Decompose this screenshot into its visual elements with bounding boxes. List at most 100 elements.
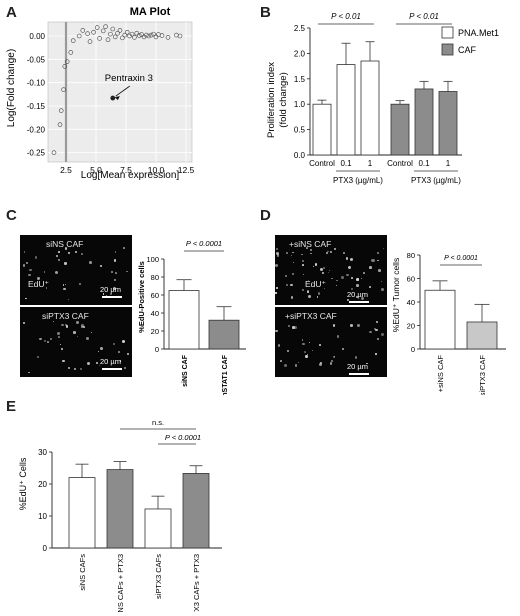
nucleus-spot	[322, 267, 325, 270]
nucleus-spot	[347, 298, 350, 301]
nucleus-spot	[369, 266, 372, 269]
nucleus-spot	[126, 271, 128, 273]
data-point	[120, 35, 125, 41]
x-tick-label: 0.1	[418, 159, 430, 168]
data-point	[100, 28, 106, 34]
nucleus-spot	[343, 251, 345, 254]
nucleus-spot	[307, 294, 311, 298]
data-point	[91, 29, 96, 35]
y-axis-label: Proliferation index	[266, 62, 277, 138]
nucleus-spot	[112, 287, 116, 291]
data-point	[85, 31, 90, 36]
nucleus-spot	[327, 250, 329, 253]
nucleus-spot	[67, 251, 70, 255]
p-value: P < 0.01	[331, 12, 361, 21]
nucleus-spot	[25, 262, 28, 265]
group-label: PTX3 (µg/mL)	[411, 176, 461, 185]
nucleus-spot	[351, 277, 353, 279]
proliferation-chart: Proliferation index (fold change) 0.0 0.5…	[266, 12, 499, 185]
nucleus-spot	[332, 355, 335, 358]
x-tick-label: siNS CAFs + PTX3	[116, 554, 125, 612]
nucleus-spot	[377, 338, 379, 340]
nucleus-spot	[36, 355, 40, 358]
x-tick-label: +siPTX3 CAF	[478, 355, 487, 395]
nucleus-spot	[79, 283, 82, 286]
nucleus-spot	[285, 251, 289, 255]
legend-label: PNA.Met1	[458, 28, 499, 38]
nucleus-spot	[80, 253, 83, 256]
nucleus-spot	[375, 320, 379, 324]
y-tick-label: 20	[151, 327, 159, 336]
nucleus-spot	[67, 366, 71, 369]
y-tick-label: -0.25	[27, 149, 46, 158]
nucleus-spot	[98, 350, 100, 353]
image-label: siPTX3 CAF	[42, 311, 89, 321]
nucleus-spot	[321, 271, 324, 275]
nucleus-spot	[275, 292, 277, 294]
nucleus-spot	[356, 277, 359, 281]
y-axis-label: %EdU⁺ Cells	[18, 457, 28, 510]
nucleus-spot	[122, 339, 126, 343]
nucleus-spot	[118, 351, 120, 354]
data-point	[80, 28, 86, 33]
y-tick-label: -0.05	[27, 55, 46, 64]
nucleus-spot	[52, 320, 55, 322]
nucleus-spot	[76, 336, 79, 338]
nucleus-spot	[306, 290, 310, 293]
edu-label: EdU⁺	[305, 279, 327, 289]
data-point	[165, 35, 171, 40]
y-axis-label: %EdU⁺ Tumor cells	[391, 258, 401, 332]
x-tick-label: 2.5	[60, 165, 72, 175]
y-tick-label: 2.0	[294, 49, 306, 58]
data-point	[64, 59, 70, 64]
nucleus-spot	[98, 364, 100, 367]
nucleus-spot	[286, 284, 289, 286]
nucleus-spot	[305, 247, 308, 249]
nucleus-spot	[307, 353, 309, 355]
data-point	[159, 33, 165, 38]
nucleus-spot	[356, 295, 359, 299]
panel-letter-e: E	[6, 398, 17, 415]
scale-bar	[102, 368, 122, 370]
data-point	[132, 35, 137, 40]
p-value: P < 0.01	[409, 12, 439, 21]
nucleus-spot	[317, 292, 321, 295]
bar	[208, 319, 240, 350]
nucleus-spot	[349, 324, 353, 328]
nucleus-spot	[28, 371, 31, 374]
nucleus-spot	[85, 337, 89, 341]
scale-label: 20 µm	[100, 285, 121, 294]
nucleus-spot	[288, 325, 290, 327]
nucleus-spot	[301, 253, 303, 255]
nucleus-spot	[57, 251, 60, 254]
nucleus-spot	[363, 271, 365, 274]
y-tick-label: 20	[407, 322, 415, 331]
panel-letter-c: C	[6, 207, 17, 224]
nucleus-spot	[284, 275, 287, 277]
micrograph-siptx3-caf: siPTX3 CAF 20 µm	[20, 307, 132, 377]
nucleus-spot	[345, 257, 349, 260]
chart-title: MA Plot	[130, 6, 171, 18]
y-tick-label: 1.5	[294, 75, 306, 84]
data-point	[76, 33, 82, 39]
nucleus-spot	[335, 285, 337, 287]
nucleus-spot	[74, 251, 77, 254]
nucleus-spot	[61, 323, 64, 327]
nucleus-spot	[60, 348, 63, 351]
nucleus-spot	[371, 259, 375, 263]
edu-positive-chart: %EdU-Positive cells 0 20 40 60 80 100 siNS CAF…	[137, 239, 246, 395]
bar	[414, 88, 434, 156]
image-label: +siNS CAF	[289, 239, 332, 249]
bar	[360, 60, 380, 156]
y-tick-label: -0.15	[27, 102, 46, 111]
nucleus-spot	[366, 362, 368, 364]
bar	[466, 321, 498, 350]
nucleus-spot	[44, 271, 46, 273]
nucleus-spot	[381, 288, 385, 291]
nucleus-spot	[330, 251, 332, 253]
data-point	[115, 30, 120, 36]
data-point	[87, 39, 93, 44]
legend-label: CAF	[458, 45, 477, 55]
nucleus-spot	[341, 276, 345, 279]
nucleus-spot	[336, 334, 340, 338]
